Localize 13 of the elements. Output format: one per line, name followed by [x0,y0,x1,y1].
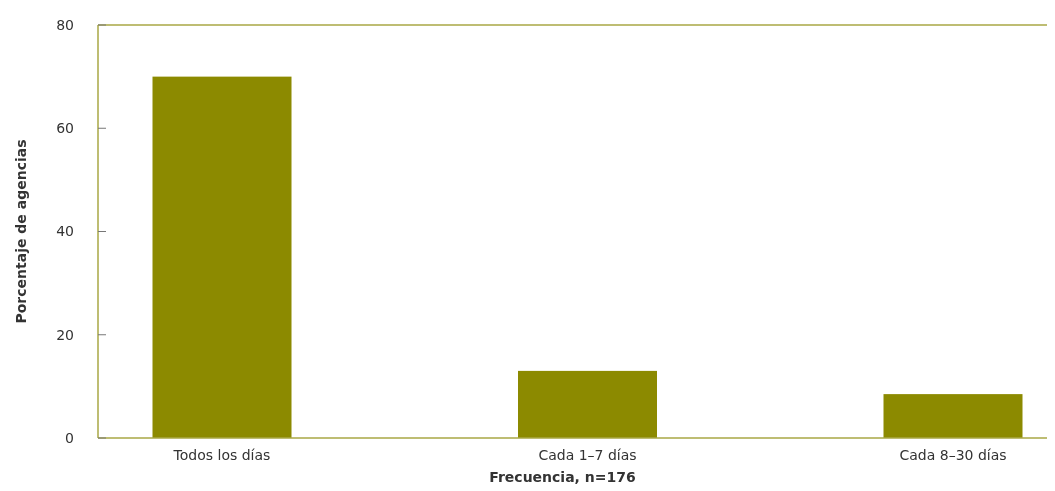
y-tick-label: 60 [56,120,74,137]
y-tick-label: 0 [65,429,74,446]
y-axis-title: Porcentaje de agencias [13,139,29,324]
y-tick-label: 20 [56,326,74,343]
x-tick-label: Cada 1–7 días [538,447,637,463]
x-tick-label: Cada 8–30 días [899,447,1007,463]
y-tick-label: 80 [56,16,74,33]
x-axis-title: Frecuencia, n=176 [489,469,636,485]
y-tick-label: 40 [56,223,74,240]
x-tick-label: Todos los días [172,447,271,463]
bar [152,76,292,438]
bar [883,394,1023,438]
bar [518,370,657,438]
